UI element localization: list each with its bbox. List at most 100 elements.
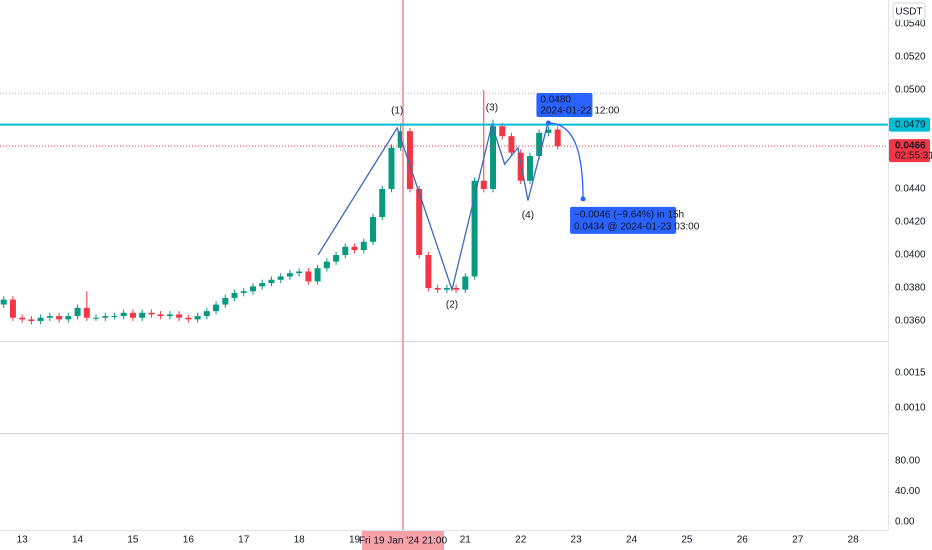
panel-tick-label: 0.00 <box>895 517 915 528</box>
candle-body <box>545 129 552 133</box>
candle-body <box>333 255 340 262</box>
panel-tick-label: 0.0010 <box>895 402 926 413</box>
forecast-start <box>545 120 551 126</box>
x-tick-label: 19 <box>349 535 361 546</box>
candle-body <box>305 271 312 282</box>
candle-body <box>102 316 109 318</box>
candle-body <box>213 304 220 312</box>
forecast-start-price: 0.0480 <box>540 95 571 106</box>
candle-body <box>148 312 155 315</box>
x-tick-label: 27 <box>792 535 804 546</box>
candle-body <box>517 152 524 181</box>
candle-body <box>19 317 26 320</box>
candle-body <box>222 297 229 305</box>
candle-body <box>453 288 460 290</box>
currency-label: USDT <box>895 7 922 18</box>
currency-box <box>892 2 926 21</box>
candle-body <box>65 316 72 320</box>
candle-body <box>37 317 44 322</box>
wave-label: (3) <box>486 102 498 113</box>
candle-body <box>296 271 303 274</box>
x-tick-label: 22 <box>515 535 527 546</box>
candle-body <box>120 312 127 317</box>
candle-body <box>369 217 376 242</box>
candle-body <box>314 268 321 282</box>
candle-body <box>286 273 293 277</box>
candle-body <box>139 312 146 318</box>
forecast-start-time: 2024-01-22 12:00 <box>540 106 619 117</box>
y-tick-label: 0.0520 <box>895 52 926 63</box>
candle-body <box>157 314 164 317</box>
x-tick-label: 26 <box>737 535 749 546</box>
wave-label: (2) <box>446 299 458 310</box>
candle-body <box>129 312 136 318</box>
last-price-box <box>889 139 930 163</box>
candle-body <box>176 314 183 318</box>
forecast-end <box>580 196 586 202</box>
candle-body <box>203 311 210 317</box>
crosshair-label: Fri 19 Jan '24 21:00 <box>359 536 448 547</box>
x-tick-label: 21 <box>460 535 472 546</box>
forecast-curve <box>548 122 584 199</box>
candle-body <box>268 279 275 284</box>
candle-body <box>480 180 487 189</box>
candle-body <box>9 299 16 318</box>
candle-body <box>508 136 515 153</box>
x-tick-label: 28 <box>848 535 860 546</box>
candle-body <box>342 246 349 256</box>
candle-body <box>249 286 256 292</box>
candle-body <box>194 316 201 320</box>
candle-body <box>74 307 81 317</box>
x-tick-label: 16 <box>183 535 195 546</box>
candle-body <box>111 316 118 318</box>
candle-body <box>499 126 506 137</box>
candle-body <box>416 188 423 256</box>
candle-body <box>0 299 7 305</box>
candle-body <box>83 307 90 318</box>
price-line-label-box <box>889 117 930 132</box>
panel-tick-label: 40.00 <box>895 486 920 497</box>
candle-body <box>536 132 543 156</box>
x-tick-label: 23 <box>571 535 583 546</box>
candle-body <box>93 317 100 319</box>
x-tick-label: 14 <box>72 535 84 546</box>
candle-body <box>231 292 238 298</box>
candle-body <box>526 155 533 181</box>
y-tick-label: 0.0500 <box>895 85 926 96</box>
candle-body <box>388 147 395 189</box>
forecast-target: 0.0434 @ 2024-01-23 03:00 <box>574 222 700 233</box>
candle-body <box>462 276 469 290</box>
candle-body <box>490 126 497 189</box>
candle-body <box>46 316 53 318</box>
last-price-label: 0.0466 <box>895 141 926 152</box>
wave-line <box>317 122 549 293</box>
candle-body <box>56 316 63 320</box>
panel-tick-label: 0.0015 <box>895 367 926 378</box>
y-tick-label: 0.0440 <box>895 184 926 195</box>
candle-body <box>351 246 358 251</box>
wave-label: (4) <box>522 210 534 221</box>
forecast-change: −0.0046 (−9.64%) in 15h <box>574 210 684 221</box>
plot-area <box>0 89 888 325</box>
candle-body <box>277 276 284 280</box>
forecast-start-box <box>536 92 593 117</box>
panel-tick-label: 80.00 <box>895 456 920 467</box>
x-tick-label: 13 <box>17 535 29 546</box>
candle-body <box>406 131 413 189</box>
candle-body <box>554 129 561 147</box>
candle-body <box>28 319 35 322</box>
candle-body <box>240 291 247 293</box>
x-tick-label: 18 <box>294 535 306 546</box>
candle-body <box>434 288 441 290</box>
candle-body <box>259 283 266 287</box>
y-tick-label: 0.0540 <box>895 19 926 30</box>
x-tick-label: 17 <box>238 535 250 546</box>
wave-label: (1) <box>391 106 403 117</box>
candle-body <box>425 255 432 289</box>
y-tick-label: 0.0380 <box>895 283 926 294</box>
x-tick-label: 24 <box>626 535 638 546</box>
x-tick-label: 15 <box>127 535 139 546</box>
countdown-label: 02:55:31 <box>895 151 932 162</box>
